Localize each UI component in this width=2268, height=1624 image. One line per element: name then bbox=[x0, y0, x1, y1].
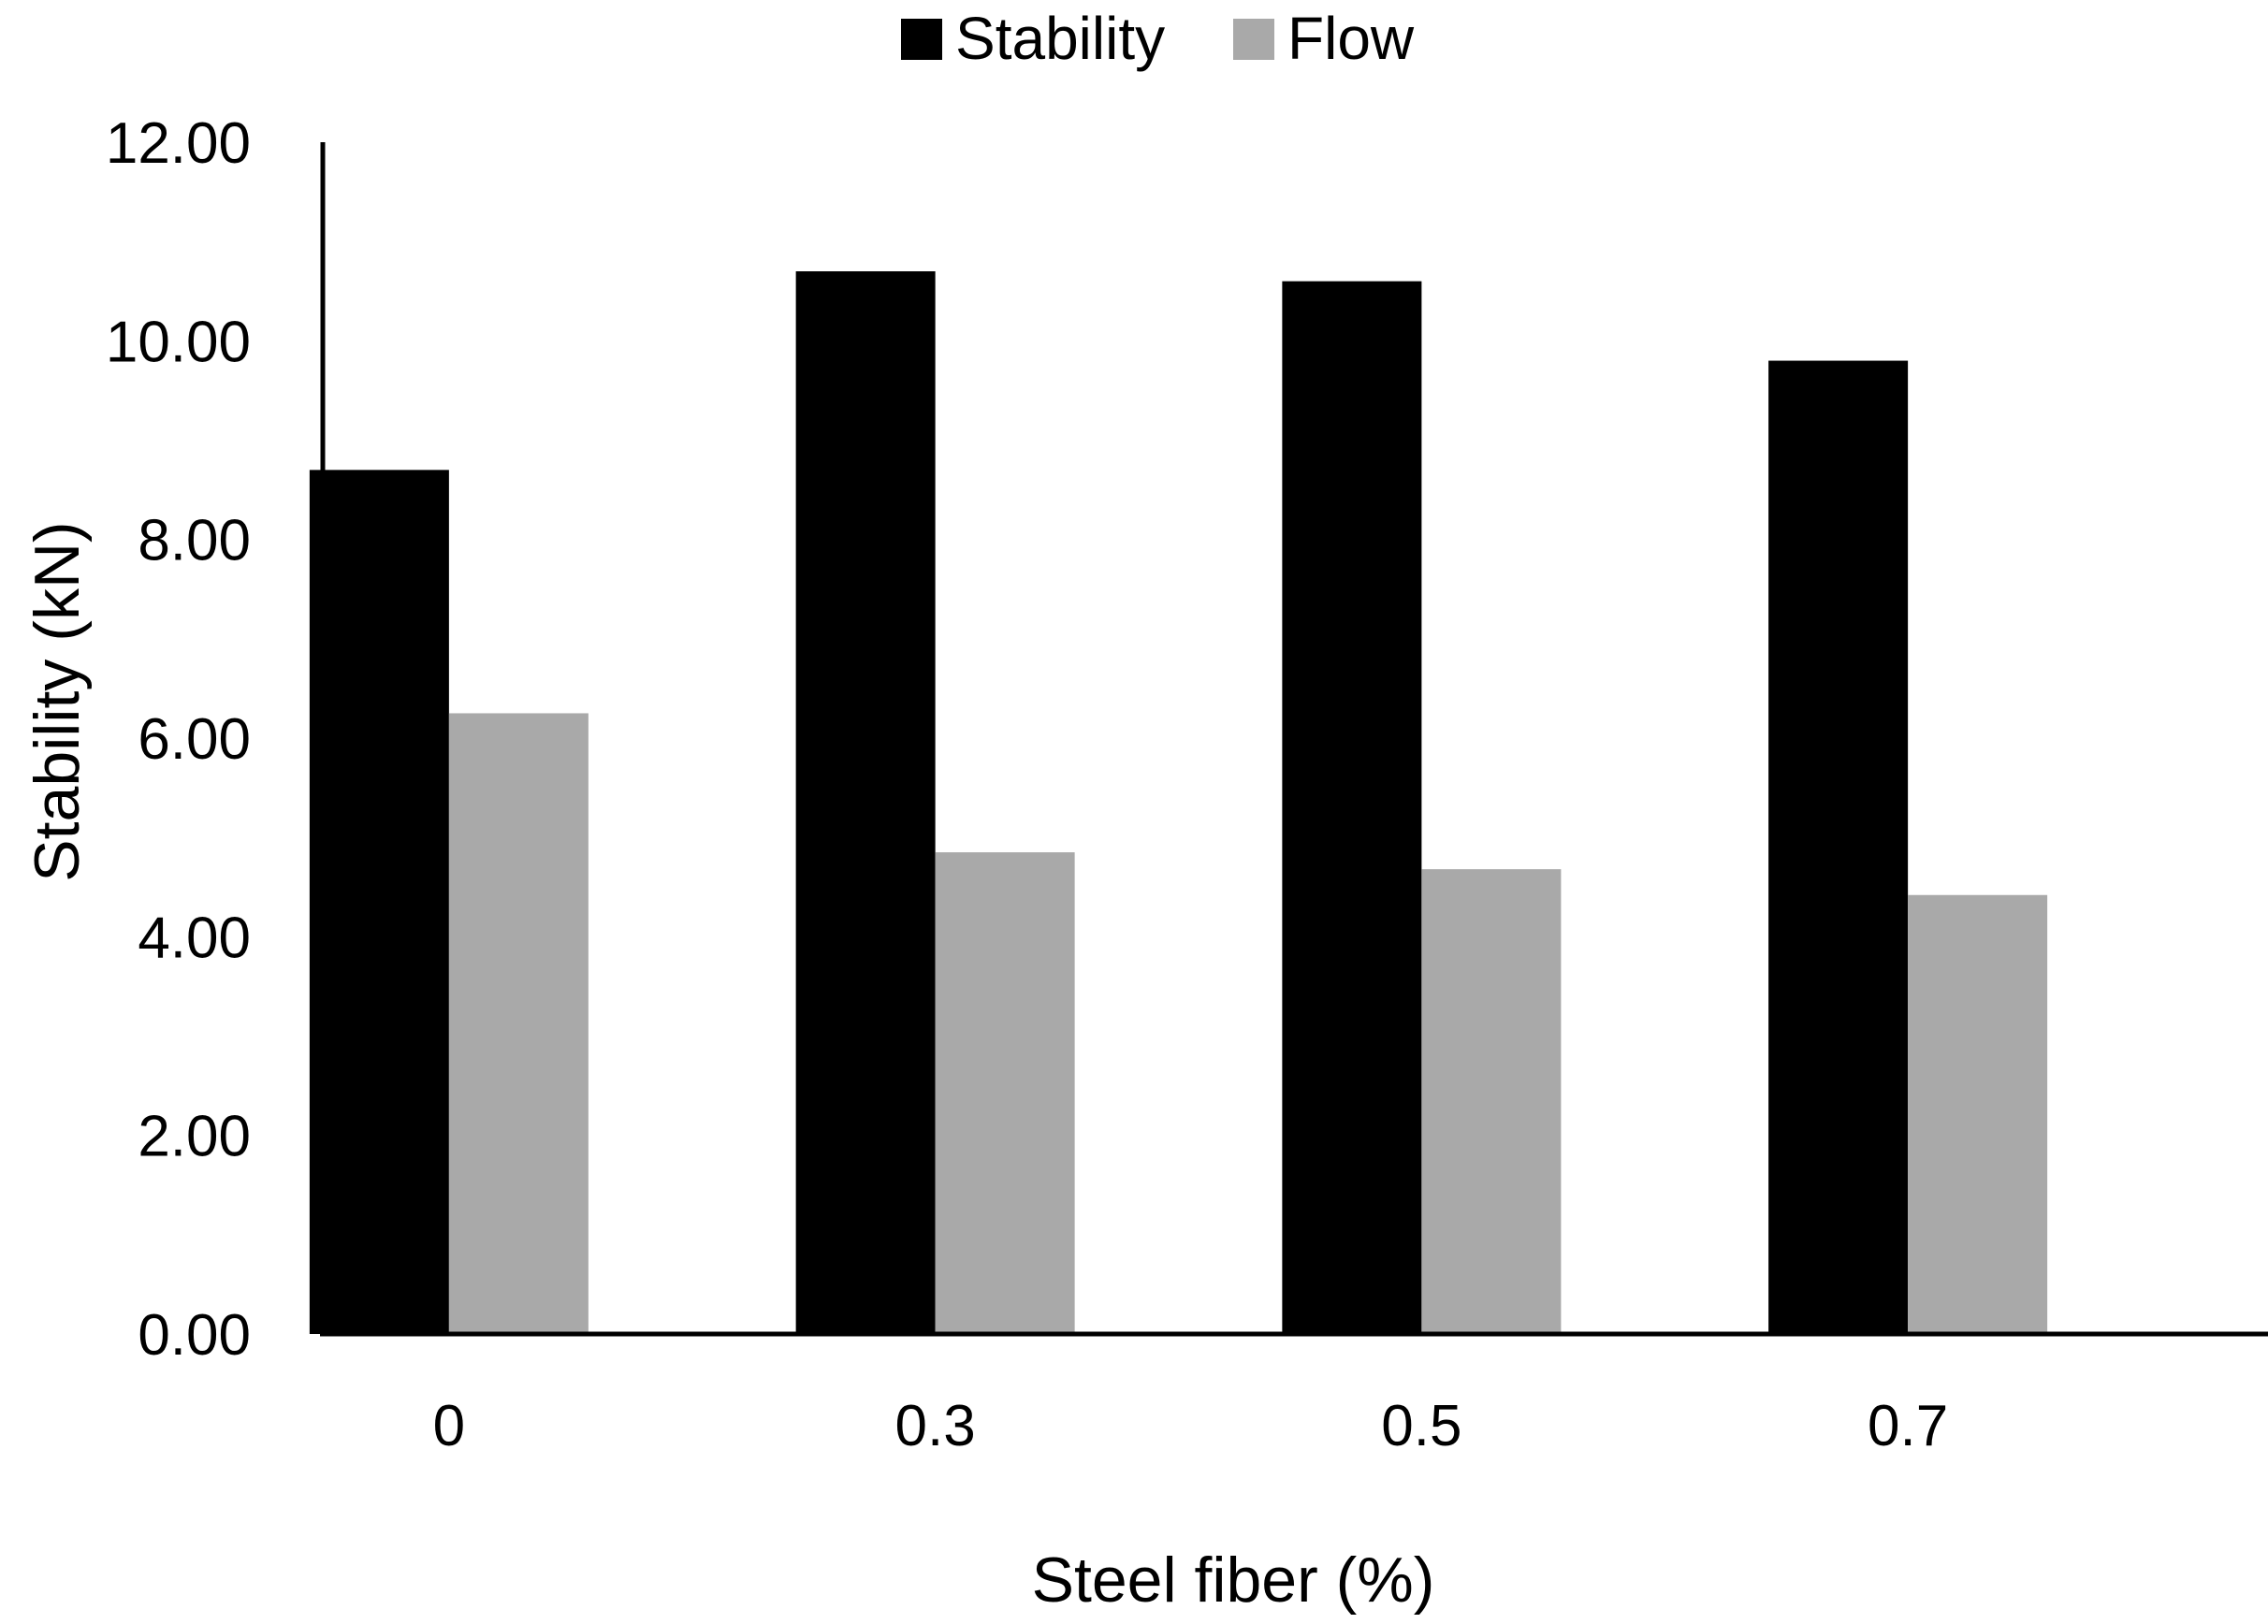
bar-stability-0.7 bbox=[1768, 360, 1909, 1335]
bar-stability-0 bbox=[309, 470, 449, 1335]
x-axis-title: Steel fiber (%) bbox=[1032, 1544, 1435, 1616]
x-tick-label: 0 bbox=[433, 1394, 465, 1458]
y-tick-label: 4.00 bbox=[138, 906, 251, 970]
y-tick-label: 6.00 bbox=[138, 707, 251, 772]
y-tick-label: 8.00 bbox=[138, 509, 251, 573]
x-tick-label: 0.3 bbox=[895, 1394, 976, 1458]
legend: Stability Flow bbox=[901, 5, 1415, 72]
legend-swatch-stability bbox=[901, 19, 942, 60]
y-tick-label: 0.00 bbox=[138, 1303, 251, 1368]
x-tick-label: 0.5 bbox=[1381, 1394, 1461, 1458]
bar-flow-0.5 bbox=[1421, 869, 1562, 1334]
x-axis-labels: 0 0.3 0.5 0.7 bbox=[433, 1394, 1949, 1458]
bar-flow-0 bbox=[448, 713, 589, 1334]
x-tick-label: 0.7 bbox=[1868, 1394, 1948, 1458]
y-tick-label: 2.00 bbox=[138, 1105, 251, 1169]
legend-label-flow: Flow bbox=[1287, 5, 1415, 72]
y-axis-title: Stability (kN) bbox=[22, 521, 93, 881]
bars bbox=[309, 271, 2048, 1335]
bar-flow-0.3 bbox=[935, 852, 1075, 1334]
legend-label-stability: Stability bbox=[955, 5, 1165, 72]
bar-stability-0.3 bbox=[795, 271, 936, 1335]
bar-flow-0.7 bbox=[1908, 894, 2048, 1334]
legend-swatch-flow bbox=[1233, 19, 1274, 60]
y-tick-label: 10.00 bbox=[106, 310, 251, 374]
y-tick-label: 12.00 bbox=[106, 111, 251, 176]
y-axis-ticks: 0.00 2.00 4.00 6.00 8.00 10.00 12.00 bbox=[106, 111, 251, 1368]
bar-stability-0.5 bbox=[1282, 281, 1422, 1335]
